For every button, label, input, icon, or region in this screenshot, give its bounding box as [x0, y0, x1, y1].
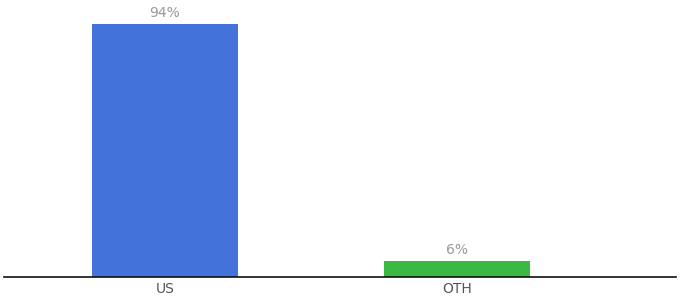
Text: 94%: 94% — [150, 6, 180, 20]
Bar — [92, 24, 238, 277]
Text: 6%: 6% — [446, 243, 468, 257]
Bar — [384, 261, 530, 277]
